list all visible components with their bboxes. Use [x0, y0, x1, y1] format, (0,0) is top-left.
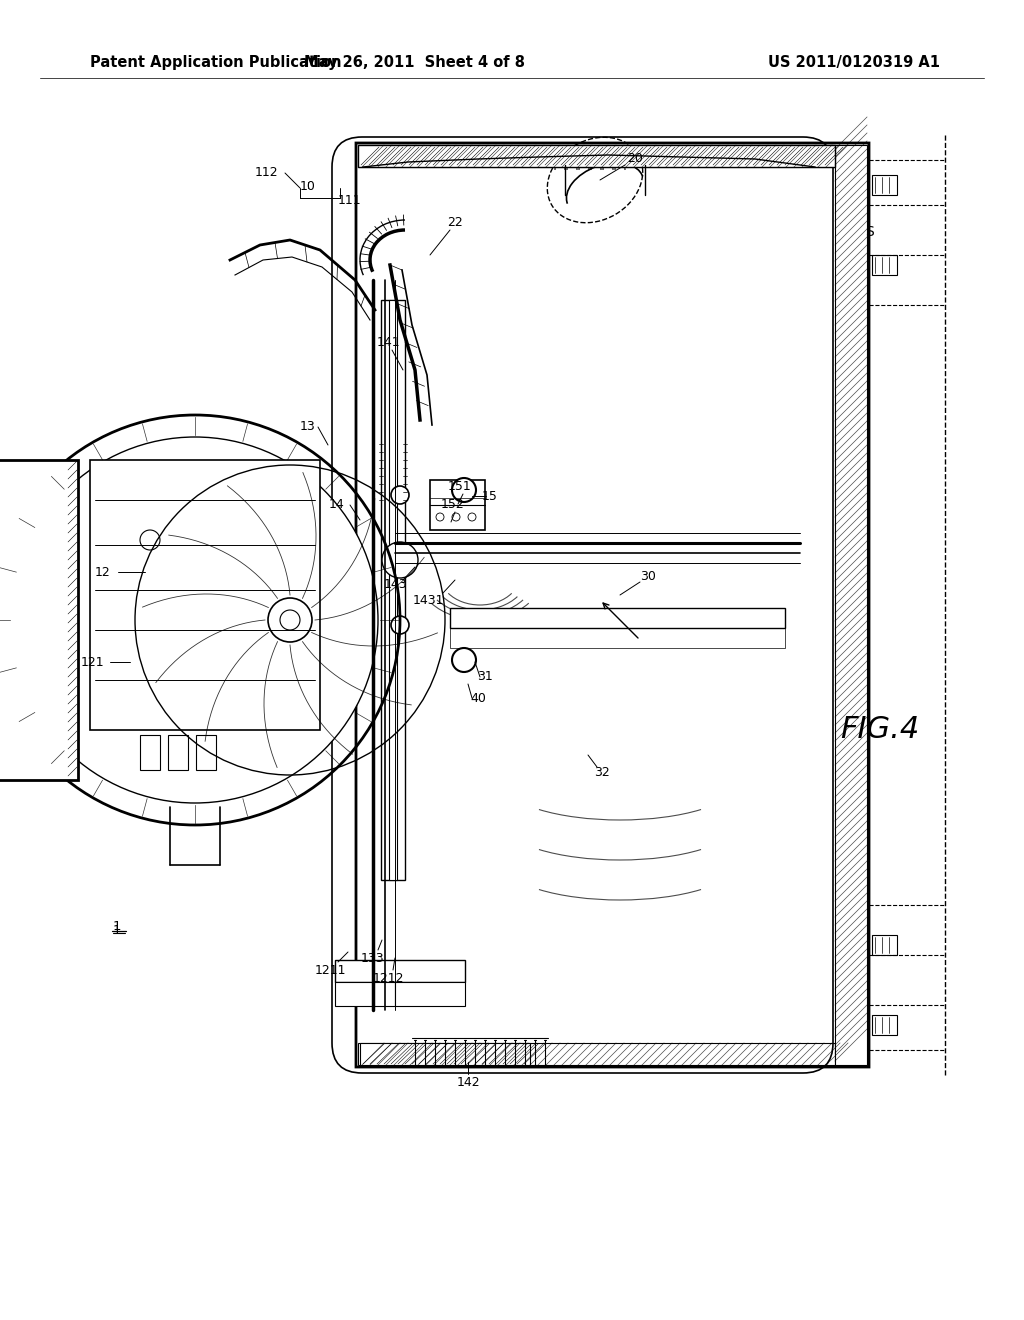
Circle shape [468, 513, 476, 521]
Circle shape [452, 478, 476, 502]
Bar [358, 145, 835, 168]
Text: 30: 30 [640, 570, 656, 583]
Text: 13: 13 [300, 421, 315, 433]
Text: US 2011/0120319 A1: US 2011/0120319 A1 [768, 54, 940, 70]
Bar [358, 1043, 835, 1065]
Text: 10: 10 [300, 181, 316, 194]
Circle shape [452, 648, 476, 672]
Text: 152: 152 [441, 498, 465, 511]
Text: 1: 1 [113, 924, 122, 936]
Circle shape [12, 437, 378, 803]
Bar [395, 982, 465, 1006]
Bar [450, 609, 785, 628]
Bar [450, 628, 785, 648]
Text: 14: 14 [329, 499, 345, 511]
Text: 20: 20 [627, 152, 643, 165]
Text: 142: 142 [456, 1077, 480, 1089]
Text: 22: 22 [447, 215, 463, 228]
Text: 31: 31 [477, 671, 493, 684]
Circle shape [140, 531, 160, 550]
Bar [140, 735, 160, 770]
Text: 12: 12 [95, 565, 111, 578]
Text: 141: 141 [376, 335, 399, 348]
Text: 1211: 1211 [314, 964, 346, 977]
Circle shape [436, 513, 444, 521]
Bar [335, 960, 465, 982]
Circle shape [280, 610, 300, 630]
Text: Patent Application Publication: Patent Application Publication [90, 54, 341, 70]
Circle shape [391, 616, 409, 634]
Circle shape [391, 486, 409, 504]
Bar [196, 735, 216, 770]
Text: 1431: 1431 [413, 594, 443, 606]
Text: 1212: 1212 [373, 972, 403, 985]
Bar [381, 300, 406, 880]
Text: 133: 133 [360, 952, 384, 965]
Text: 112: 112 [254, 166, 278, 180]
Bar [335, 982, 395, 1006]
Text: S: S [865, 224, 874, 239]
Bar [90, 459, 319, 730]
Text: 111: 111 [338, 194, 361, 206]
Bar [872, 1015, 897, 1035]
Text: 32: 32 [594, 766, 610, 779]
Bar [360, 1043, 530, 1065]
Circle shape [268, 598, 312, 642]
Text: 143: 143 [383, 578, 407, 591]
Text: May 26, 2011  Sheet 4 of 8: May 26, 2011 Sheet 4 of 8 [304, 54, 525, 70]
Bar [835, 145, 867, 1065]
Bar [389, 300, 397, 880]
Bar [0, 459, 78, 780]
Circle shape [452, 513, 460, 521]
Bar [872, 176, 897, 195]
Text: 1: 1 [113, 920, 122, 933]
Text: FIG.4: FIG.4 [840, 715, 920, 744]
Bar [872, 935, 897, 954]
Text: 121: 121 [80, 656, 103, 668]
Text: 40: 40 [470, 692, 486, 705]
Circle shape [382, 543, 418, 578]
Bar [168, 735, 188, 770]
Bar [430, 480, 485, 531]
Text: 15: 15 [482, 490, 498, 503]
Bar [872, 255, 897, 275]
Text: 151: 151 [449, 480, 472, 494]
Bar [358, 145, 835, 168]
